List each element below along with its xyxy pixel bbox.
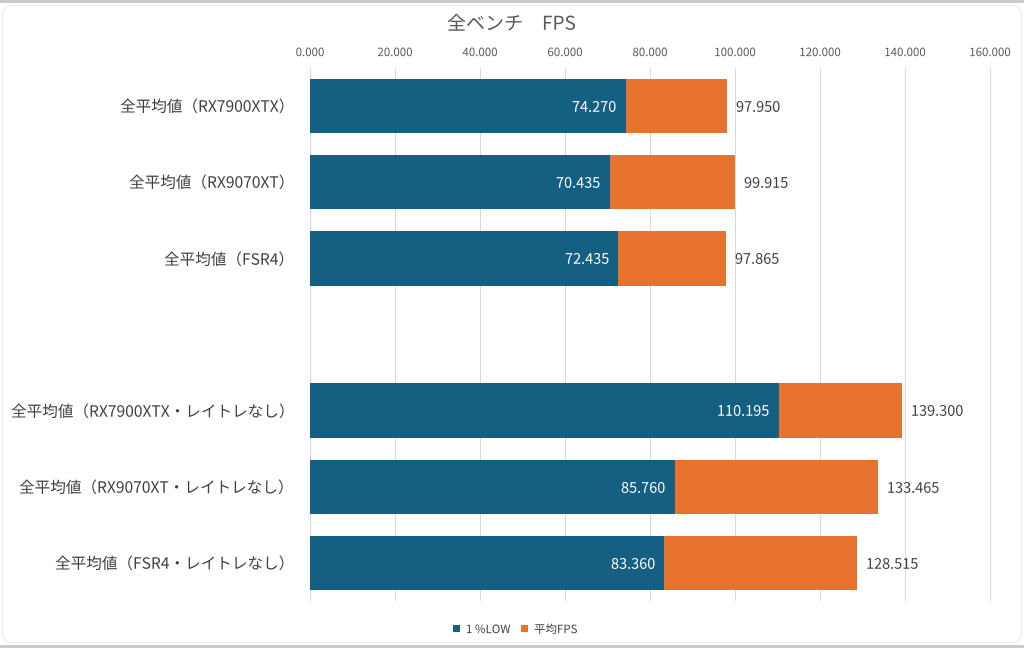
bar-segment-avg-fps [618, 231, 727, 286]
inside-value-label: 70.435 [556, 175, 600, 190]
category-label: 全平均値（RX9070XT） [129, 174, 294, 190]
category-label: 全平均値（RX9070XT・レイトレなし） [19, 479, 294, 495]
legend-label: 平均FPS [534, 623, 577, 635]
gridline [820, 68, 822, 601]
x-axis-tick-label: 100.000 [715, 46, 756, 58]
inside-value-label: 85.760 [621, 480, 665, 495]
bar-segment-1pct-low [310, 535, 665, 591]
category-label: 全平均値（RX7900XTX・レイトレなし） [11, 403, 294, 419]
gridline [990, 68, 992, 601]
x-axis-tick-label: 80.000 [633, 46, 668, 58]
category-label: 全平均値（RX7900XTX） [120, 98, 294, 114]
x-axis-tick-label: 120.000 [800, 46, 841, 58]
outside-value-label: 97.950 [736, 99, 780, 114]
x-axis-tick-label: 140.000 [885, 46, 926, 58]
x-axis-tick-label: 60.000 [548, 46, 583, 58]
chart-frame: 全ベンチ FPS 0.000 20.000 40.000 60.000 80.000 10… [2, 5, 1022, 643]
x-axis-tick-label: 160.000 [970, 46, 1011, 58]
legend-swatch [452, 625, 460, 632]
page-top-edge [0, 0, 1024, 3]
bar-segment-1pct-low [310, 78, 626, 134]
gridline [735, 68, 737, 601]
gridline [565, 68, 567, 601]
gridline [650, 68, 652, 601]
outside-value-label: 139.300 [911, 403, 963, 418]
bar-segment-1pct-low [310, 155, 610, 210]
outside-value-label: 97.865 [735, 251, 779, 266]
inside-value-label: 110.195 [717, 403, 769, 418]
outside-value-label: 128.515 [866, 556, 918, 571]
legend-label: 1 %LOW [466, 623, 510, 635]
outside-value-label: 99.915 [744, 175, 788, 190]
gridline [905, 68, 907, 601]
legend: 1 %LOW 平均FPS [7, 622, 1023, 635]
bar-segment-avg-fps [674, 459, 878, 514]
inside-value-label: 83.360 [611, 556, 655, 571]
legend-swatch [520, 625, 528, 632]
bar-segment-1pct-low [310, 231, 619, 286]
bar-segment-avg-fps [778, 383, 903, 438]
inside-value-label: 74.270 [572, 99, 616, 114]
bar-segment-avg-fps [625, 78, 727, 134]
gridline [480, 68, 482, 601]
gridline [310, 68, 311, 601]
chart-title: 全ベンチ FPS [3, 13, 1019, 32]
outside-value-label: 133.465 [887, 480, 939, 495]
legend-item: 平均FPS [520, 623, 577, 635]
x-axis-tick-label: 20.000 [377, 46, 413, 58]
category-label: 全平均値（FSR4） [164, 250, 294, 267]
gridline [395, 68, 397, 601]
bar-segment-avg-fps [609, 155, 735, 210]
x-axis-tick-label: 0.000 [296, 46, 325, 58]
page-bottom-edge [0, 645, 1024, 648]
bar-segment-1pct-low [310, 459, 675, 514]
bar-segment-1pct-low [310, 383, 779, 438]
bar-segment-avg-fps [664, 535, 857, 591]
x-axis-tick-label: 40.000 [462, 46, 498, 58]
legend-item: 1 %LOW [452, 623, 510, 635]
inside-value-label: 72.435 [565, 251, 609, 266]
category-label: 全平均値（FSR4・レイトレなし） [55, 555, 294, 571]
